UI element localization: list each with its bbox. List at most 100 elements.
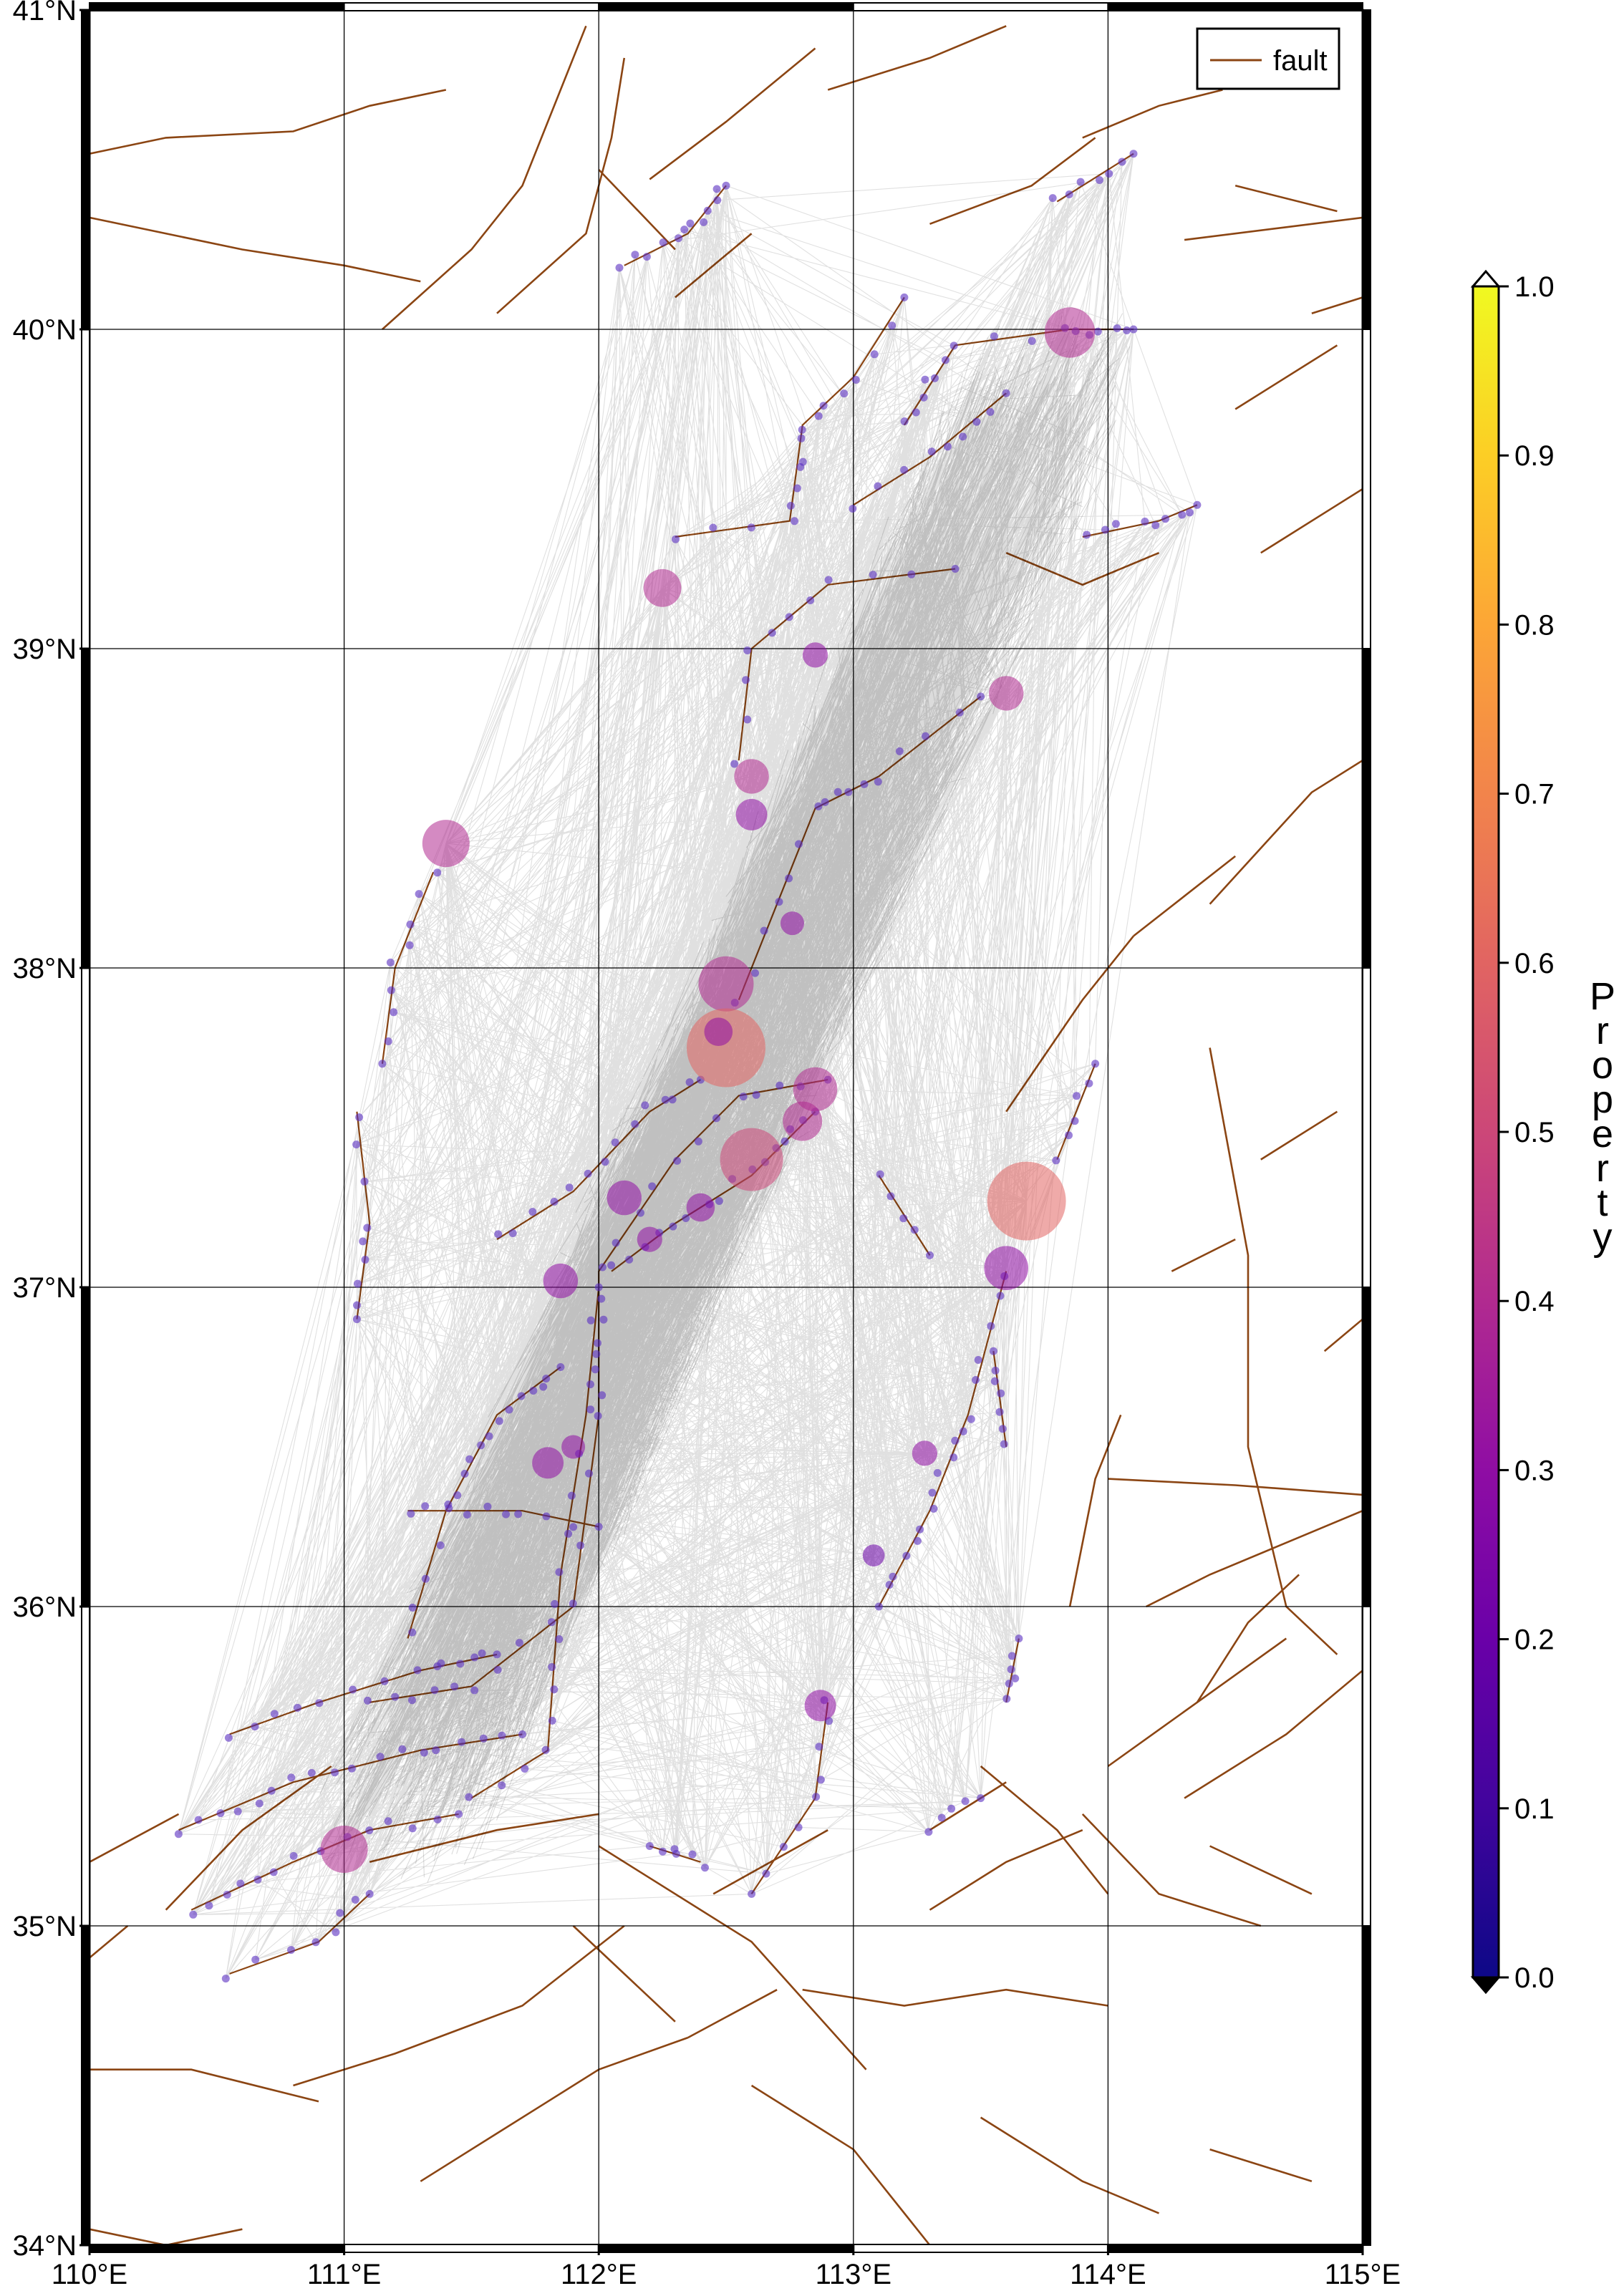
- fault-line: [496, 1079, 701, 1241]
- network-node: [216, 1809, 225, 1818]
- frame-segment: [81, 329, 90, 649]
- legend-fault-label: fault: [1273, 45, 1328, 77]
- network-node: [612, 1239, 620, 1247]
- frame-segment: [598, 2244, 854, 2253]
- network-node: [594, 1523, 603, 1531]
- network-node: [760, 926, 768, 935]
- network-node: [233, 1807, 242, 1816]
- fault-line: [1209, 1845, 1313, 1895]
- network-node-major: [987, 1161, 1066, 1241]
- network-node-major: [802, 642, 828, 668]
- network-node-major: [783, 1101, 823, 1141]
- network-node: [703, 206, 712, 215]
- network-node: [1129, 150, 1138, 158]
- network-node-major: [734, 759, 769, 794]
- network-node: [586, 1380, 594, 1389]
- fault-line: [929, 1797, 982, 1831]
- network-node: [645, 1842, 654, 1850]
- network-node: [833, 788, 842, 796]
- network-node: [594, 1339, 601, 1347]
- network-node: [470, 1653, 479, 1662]
- network-node: [528, 1208, 537, 1216]
- network-node: [949, 342, 958, 350]
- network-node: [1113, 324, 1121, 332]
- network-node: [797, 434, 806, 442]
- network-node: [747, 523, 755, 532]
- network-node: [542, 1375, 551, 1383]
- network-node: [569, 1523, 578, 1531]
- frame-segment: [852, 2244, 1109, 2253]
- network-node-major: [804, 1690, 836, 1722]
- network-node: [189, 1910, 198, 1919]
- network-node: [363, 1696, 372, 1705]
- network-node-major: [637, 1226, 662, 1252]
- frame-segment: [81, 967, 90, 1288]
- network-node: [900, 465, 909, 474]
- network-node: [307, 1768, 316, 1777]
- network-node: [495, 1417, 503, 1425]
- fault-line: [1209, 2148, 1313, 2183]
- network-node: [929, 1504, 938, 1513]
- network-nodes: [174, 150, 1202, 1983]
- network-node: [1000, 1440, 1008, 1448]
- network-node: [637, 1208, 644, 1217]
- fault-line: [1260, 1110, 1338, 1161]
- network-node: [541, 1745, 550, 1754]
- network-node: [1141, 518, 1149, 525]
- network-node: [1028, 336, 1036, 345]
- fault-line: [1209, 1047, 1338, 1655]
- network-node: [631, 251, 639, 259]
- frame-segment: [81, 1925, 90, 2246]
- lat-tick-label: 36°N: [13, 1592, 77, 1623]
- network-node: [221, 1975, 230, 1983]
- colorbar-tick-label: 0.1: [1514, 1793, 1555, 1825]
- colorbar-tick-label: 0.8: [1514, 609, 1555, 641]
- network-node: [998, 1425, 1007, 1433]
- network-node: [547, 1618, 556, 1627]
- network-node: [599, 1315, 608, 1324]
- network-node: [555, 1635, 564, 1643]
- network-node: [433, 868, 442, 877]
- network-node: [555, 1568, 564, 1576]
- network-node: [659, 238, 667, 247]
- fault-line: [165, 1765, 332, 1911]
- network-node: [599, 1263, 606, 1271]
- fault-line: [90, 1813, 180, 1863]
- fault-line: [90, 216, 421, 283]
- network-edges: [178, 153, 1198, 1979]
- network-node: [990, 1377, 999, 1385]
- network-node: [478, 1649, 486, 1657]
- network-node: [851, 376, 860, 384]
- network-node: [174, 1830, 183, 1839]
- network-node: [415, 890, 423, 898]
- network-node: [421, 1502, 430, 1511]
- network-node: [432, 1746, 440, 1755]
- network-node-major: [984, 1246, 1028, 1290]
- network-node: [648, 1182, 657, 1191]
- network-node: [387, 986, 395, 994]
- network-node: [398, 1745, 407, 1753]
- frame-segment: [852, 2, 1109, 11]
- network-node: [408, 1628, 417, 1637]
- network-node: [921, 375, 929, 384]
- network-node: [874, 778, 882, 786]
- fault-line: [1133, 855, 1237, 937]
- network-node: [870, 350, 879, 359]
- fault-line: [382, 25, 587, 330]
- network-node: [514, 1510, 523, 1518]
- network-node: [959, 432, 967, 441]
- network-node: [576, 1541, 585, 1550]
- network-node: [874, 1602, 883, 1611]
- network-node: [844, 788, 853, 796]
- network-node: [895, 747, 904, 755]
- network-node: [798, 425, 806, 434]
- network-node: [928, 1488, 937, 1497]
- network-node: [548, 1716, 556, 1725]
- network-node: [585, 1469, 593, 1478]
- network-node: [795, 840, 803, 848]
- fault-line: [1209, 759, 1363, 905]
- network-node: [791, 517, 798, 525]
- lat-tick-label: 41°N: [13, 0, 77, 26]
- network-node: [615, 263, 624, 272]
- network-node: [722, 181, 730, 190]
